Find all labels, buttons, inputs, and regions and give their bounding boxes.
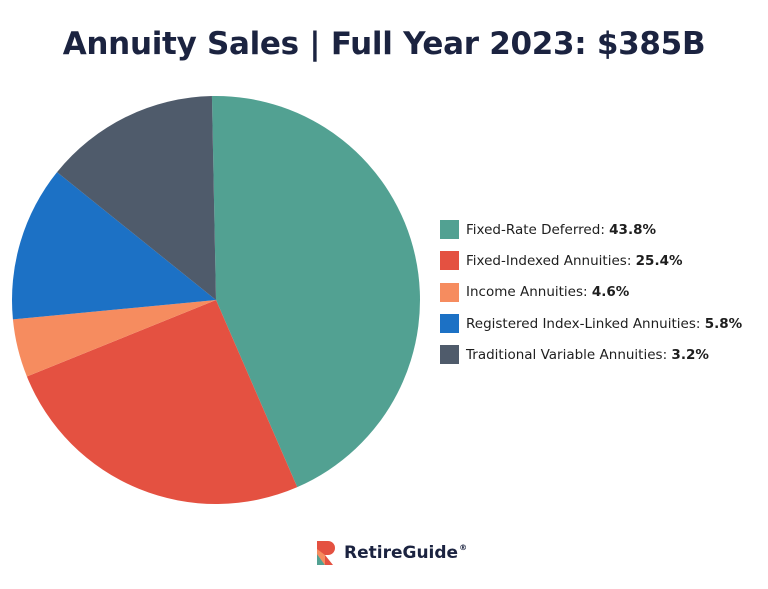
legend-swatch bbox=[440, 314, 459, 334]
legend-label: Income Annuities bbox=[466, 284, 584, 301]
legend: Fixed-Rate Deferred: 43.8% Fixed-Indexed… bbox=[440, 214, 742, 370]
legend-value: 3.2% bbox=[671, 346, 709, 363]
legend-item: Fixed-Rate Deferred: 43.8% bbox=[440, 214, 742, 245]
legend-swatch bbox=[440, 251, 459, 271]
legend-label: Registered Index-Linked Annuities bbox=[466, 315, 696, 332]
brand-name: RetireGuide bbox=[344, 543, 459, 563]
legend-swatch bbox=[440, 220, 459, 240]
retireguide-logo-icon bbox=[317, 541, 335, 565]
legend-swatch bbox=[440, 282, 459, 302]
legend-item: Registered Index-Linked Annuities: 5.8% bbox=[440, 308, 742, 339]
legend-item: Fixed-Indexed Annuities: 25.4% bbox=[440, 245, 742, 276]
legend-value: 5.8% bbox=[704, 315, 743, 332]
pie-slice-registered-index-linked-annuities bbox=[12, 172, 217, 320]
registered-mark: ® bbox=[459, 543, 468, 552]
legend-item: Traditional Variable Annuities: 3.2% bbox=[440, 339, 742, 370]
chart-title: Annuity Sales | Full Year 2023: $385B bbox=[62, 26, 706, 62]
pie-slice-fixed-rate-deferred bbox=[211, 96, 420, 488]
pie-slice-fixed-indexed-annuities bbox=[26, 300, 298, 504]
legend-value: 4.6% bbox=[591, 284, 630, 301]
legend-value: 25.4% bbox=[635, 252, 683, 269]
legend-item: Income Annuities: 4.6% bbox=[440, 277, 742, 308]
legend-label: Traditional Variable Annuities bbox=[466, 346, 663, 363]
legend-label: Fixed-Indexed Annuities bbox=[466, 252, 627, 269]
pie-slice-income-annuities bbox=[12, 300, 216, 377]
pie-slice-traditional-variable-annuities bbox=[57, 96, 217, 300]
legend-value: 43.8% bbox=[609, 221, 656, 238]
legend-label: Fixed-Rate Deferred bbox=[466, 221, 601, 238]
retireguide-logo: RetireGuide® bbox=[317, 541, 467, 565]
legend-swatch bbox=[440, 345, 459, 365]
